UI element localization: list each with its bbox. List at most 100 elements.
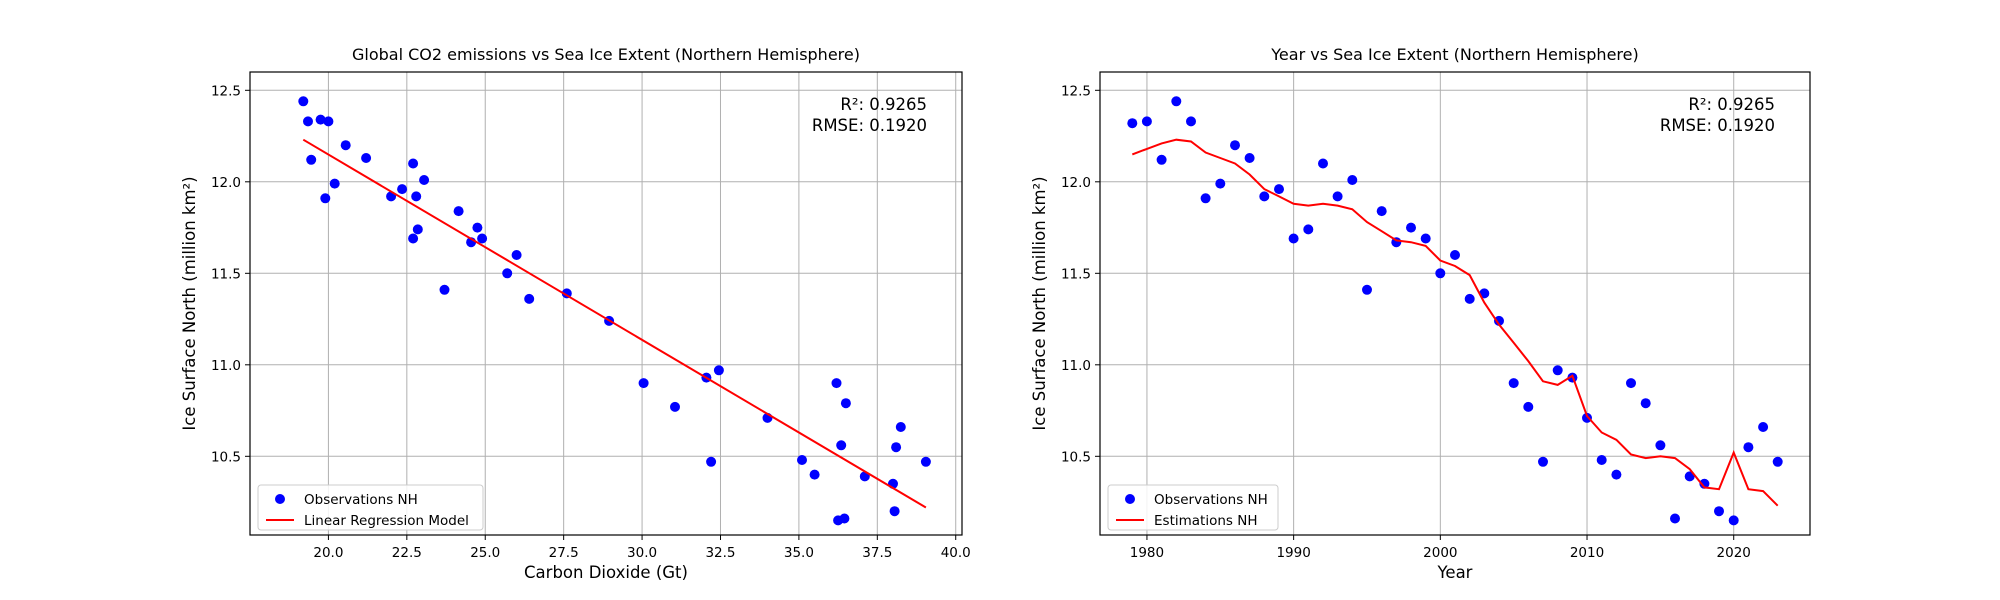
data-point bbox=[1376, 206, 1387, 217]
legend: Observations NH Estimations NH bbox=[1107, 484, 1279, 531]
x-tick-label: 1990 bbox=[1276, 545, 1310, 561]
data-point bbox=[1186, 116, 1196, 127]
chart-title: Global CO2 emissions vs Sea Ice Extent (… bbox=[352, 45, 860, 64]
data-point bbox=[306, 154, 317, 165]
data-point bbox=[1303, 224, 1314, 235]
data-point bbox=[836, 440, 847, 451]
legend-label: Observations NH bbox=[304, 492, 418, 508]
data-point bbox=[298, 96, 309, 107]
x-tick-label: 22.5 bbox=[392, 545, 422, 561]
legend-box bbox=[1107, 484, 1279, 531]
y-tick-label: 12.5 bbox=[1061, 83, 1091, 99]
data-point bbox=[1156, 154, 1167, 165]
legend-label: Linear Regression Model bbox=[304, 513, 469, 529]
data-point bbox=[1127, 118, 1138, 129]
metric-annotation: R²: 0.9265 bbox=[840, 95, 927, 114]
data-point bbox=[1141, 116, 1152, 127]
data-point bbox=[1494, 315, 1504, 326]
data-point bbox=[1670, 513, 1680, 524]
data-point bbox=[1230, 140, 1240, 151]
data-point bbox=[638, 378, 649, 389]
data-point bbox=[889, 506, 900, 517]
data-point bbox=[1538, 456, 1548, 467]
data-point bbox=[412, 224, 423, 235]
data-point bbox=[1171, 96, 1182, 107]
data-point bbox=[1728, 515, 1739, 526]
data-point bbox=[1758, 422, 1769, 432]
legend-point-swatch bbox=[275, 494, 285, 504]
data-point bbox=[1288, 233, 1299, 244]
legend-point-swatch bbox=[1125, 494, 1135, 504]
data-point bbox=[511, 250, 522, 260]
data-point bbox=[524, 293, 535, 304]
x-tick-label: 2020 bbox=[1717, 545, 1751, 561]
data-point bbox=[1244, 153, 1255, 163]
legend-label: Observations NH bbox=[1154, 492, 1268, 508]
chart-panel-co2-vs-ice: 20.0 22.5 25.0 27.5 30.0 32.5 35.0 37.5 40.0 10.5… bbox=[180, 45, 971, 582]
y-tick-label: 11.0 bbox=[211, 358, 241, 374]
data-point bbox=[891, 442, 902, 453]
data-point bbox=[1406, 222, 1416, 233]
data-point bbox=[1772, 456, 1783, 467]
y-tick-label: 12.5 bbox=[211, 83, 241, 99]
data-point bbox=[1611, 469, 1622, 480]
grid bbox=[1100, 72, 1810, 535]
data-point bbox=[1684, 471, 1695, 482]
x-tick-label: 30.0 bbox=[627, 545, 657, 561]
data-point bbox=[1714, 506, 1724, 517]
data-point bbox=[439, 284, 450, 295]
x-axis-label: Year bbox=[1437, 563, 1473, 582]
data-point bbox=[411, 191, 422, 202]
series-line-1 bbox=[1131, 138, 1779, 507]
data-point bbox=[831, 378, 842, 389]
x-tick-label: 2010 bbox=[1570, 545, 1604, 561]
data-point bbox=[1347, 175, 1358, 185]
data-point bbox=[920, 456, 931, 467]
data-point bbox=[1596, 455, 1607, 465]
data-point bbox=[1464, 293, 1475, 304]
data-point bbox=[408, 233, 419, 244]
chart-panel-year-vs-ice: 1980 1990 2000 2010 2020 10.5 11.0 11.5 12.0 12.5… bbox=[1030, 45, 1811, 582]
metric-annotation: RMSE: 0.1920 bbox=[812, 116, 927, 135]
x-axis-label: Carbon Dioxide (Gt) bbox=[524, 563, 688, 582]
data-point bbox=[323, 116, 334, 127]
data-point bbox=[397, 184, 408, 195]
data-point bbox=[1640, 398, 1651, 409]
y-tick-label: 11.5 bbox=[211, 266, 241, 282]
x-tick-label: 2000 bbox=[1423, 545, 1457, 561]
y-tick-label: 11.5 bbox=[1061, 266, 1091, 282]
data-point bbox=[408, 158, 419, 169]
data-point bbox=[895, 422, 906, 432]
data-point bbox=[502, 268, 513, 279]
data-point bbox=[1332, 191, 1343, 202]
data-point bbox=[419, 175, 430, 185]
data-point bbox=[713, 365, 724, 376]
data-point bbox=[797, 455, 807, 465]
chart-title: Year vs Sea Ice Extent (Northern Hemisph… bbox=[1270, 45, 1638, 64]
plot-frame bbox=[1099, 71, 1811, 536]
series-points-0 bbox=[298, 96, 931, 526]
data-point bbox=[361, 153, 372, 163]
data-point bbox=[1552, 365, 1563, 376]
metric-annotation: RMSE: 0.1920 bbox=[1660, 116, 1775, 135]
series-line-1 bbox=[302, 138, 927, 509]
x-tick-label: 20.0 bbox=[313, 545, 343, 561]
y-tick-label: 11.0 bbox=[1061, 358, 1091, 374]
grid bbox=[250, 72, 962, 535]
data-point bbox=[1420, 233, 1431, 244]
data-point bbox=[1655, 440, 1666, 451]
legend-box bbox=[257, 484, 484, 531]
series-points-0 bbox=[1127, 96, 1783, 526]
data-point bbox=[1582, 412, 1592, 423]
data-point bbox=[1508, 378, 1519, 389]
y-tick-label: 12.0 bbox=[1061, 175, 1091, 191]
data-point bbox=[315, 114, 326, 125]
x-tick-label: 1980 bbox=[1130, 545, 1164, 561]
y-tick-label: 12.0 bbox=[211, 175, 241, 191]
data-point bbox=[472, 222, 483, 233]
data-point bbox=[1699, 478, 1710, 489]
data-point bbox=[1318, 158, 1328, 169]
x-tick-label: 35.0 bbox=[784, 545, 814, 561]
legend-label: Estimations NH bbox=[1154, 513, 1257, 529]
